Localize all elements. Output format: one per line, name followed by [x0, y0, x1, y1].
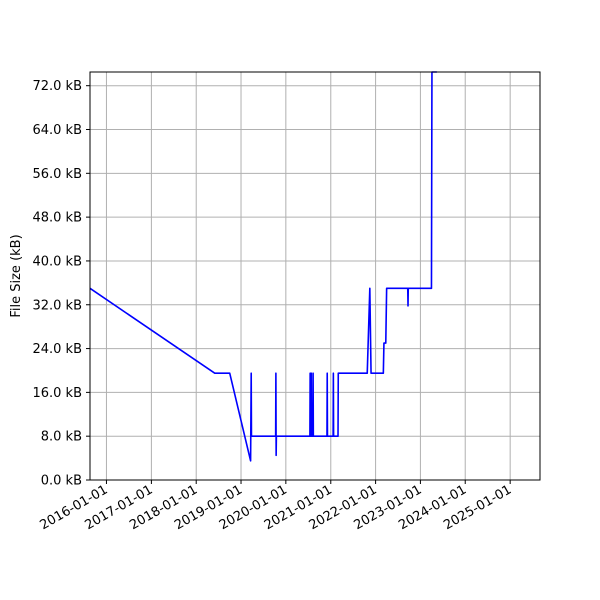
plot-frame	[89, 71, 541, 481]
y-tick-label: 72.0 kB	[32, 79, 82, 94]
y-tick-label: 40.0 kB	[32, 254, 82, 269]
y-tick-label: 56.0 kB	[32, 167, 82, 182]
y-tick-label: 32.0 kB	[32, 298, 82, 313]
x-axis: 2016-01-012017-01-012018-01-012019-01-01…	[38, 480, 514, 533]
series-line-0	[89, 71, 437, 462]
y-tick-label: 16.0 kB	[32, 386, 82, 401]
y-tick-label: 48.0 kB	[32, 211, 82, 226]
y-tick-label: 64.0 kB	[32, 123, 82, 138]
y-tick-label: 0.0 kB	[41, 474, 82, 489]
series-group	[89, 71, 437, 462]
grid-lines	[90, 72, 540, 481]
y-tick-label: 8.0 kB	[41, 430, 82, 445]
y-axis-label: File Size (kB)	[9, 234, 24, 317]
y-axis: 0.0 kB 8.0 kB 16.0 kB 24.0 kB 32.0 kB 40.0 kB…	[32, 79, 90, 489]
y-tick-label: 24.0 kB	[32, 342, 82, 357]
